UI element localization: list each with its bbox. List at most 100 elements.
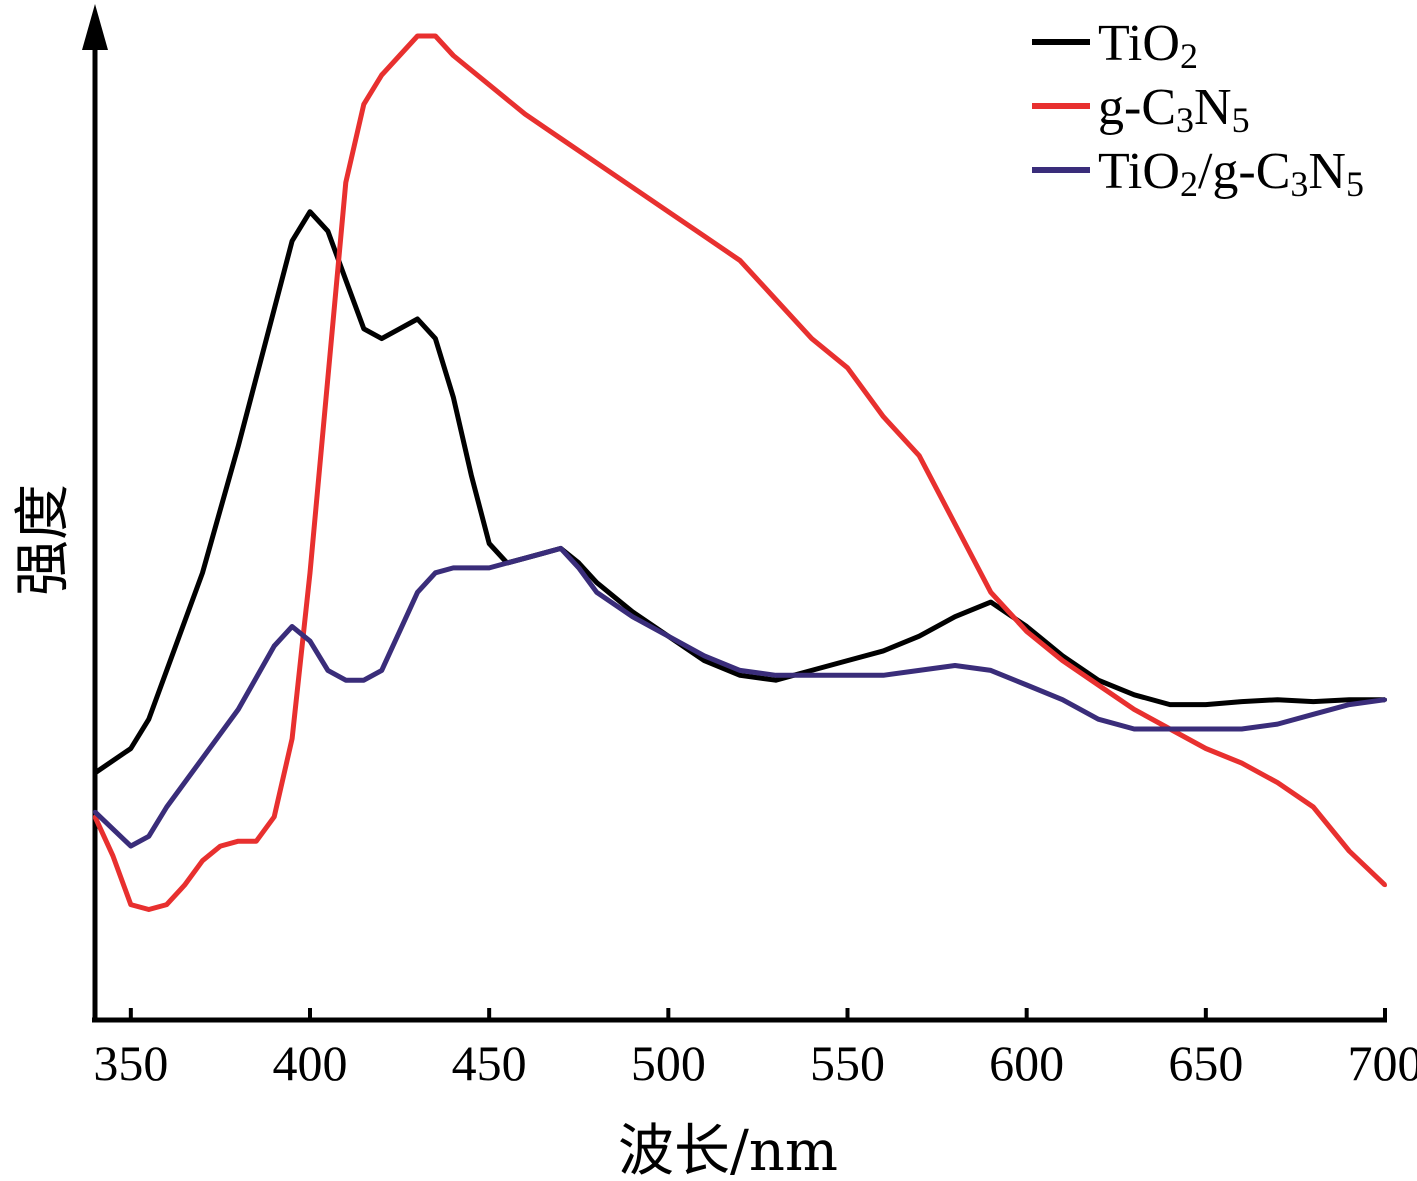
x-tick-label: 500 [631, 1035, 706, 1091]
data-point [953, 522, 957, 526]
data-point [1275, 722, 1280, 727]
data-point [1168, 727, 1172, 731]
data-point [1311, 699, 1316, 704]
data-point [1347, 697, 1352, 702]
axes [82, 4, 1387, 1023]
data-point [218, 844, 223, 849]
data-point [1096, 717, 1101, 722]
data-point [540, 551, 545, 556]
data-point [1383, 883, 1387, 888]
data-point [1275, 697, 1280, 702]
x-tick-label: 400 [273, 1035, 348, 1091]
data-point [361, 678, 366, 683]
data-point [576, 565, 581, 570]
data-point [1347, 849, 1352, 853]
data-point [845, 658, 850, 663]
data-point [1203, 727, 1208, 731]
data-point [415, 317, 420, 321]
data-point [953, 663, 957, 668]
data-point [702, 234, 707, 239]
x-tick-label: 650 [1168, 1035, 1243, 1091]
x-tick-label: 600 [989, 1035, 1064, 1091]
legend-entry: g-C3N5 [1032, 79, 1250, 140]
data-point [164, 902, 169, 907]
data-point [630, 185, 635, 190]
data-point [308, 570, 312, 575]
data-point [558, 136, 563, 141]
data-point [433, 336, 438, 341]
x-tick-label: 700 [1348, 1035, 1417, 1091]
data-point [1060, 697, 1065, 702]
data-point [325, 229, 330, 234]
series-line [93, 545, 1386, 849]
data-point [290, 624, 295, 629]
data-point [881, 648, 886, 653]
data-point [523, 556, 527, 561]
x-tick-label: 550 [810, 1035, 885, 1091]
data-point [917, 453, 922, 458]
data-point [164, 805, 169, 809]
data-point [881, 673, 886, 678]
data-point [1275, 780, 1280, 785]
data-point [451, 565, 456, 570]
data-point [845, 365, 850, 370]
data-point [361, 326, 366, 331]
data-point [487, 82, 492, 87]
data-point [1132, 707, 1137, 712]
data-point [773, 297, 778, 302]
data-point [1203, 702, 1208, 707]
series-layer [92, 33, 1387, 912]
data-point [1239, 699, 1244, 704]
y-axis-arrow [82, 4, 108, 50]
data-point [1168, 702, 1172, 707]
data-point [290, 239, 295, 243]
data-point [236, 839, 241, 844]
data-point [630, 614, 635, 619]
data-point [379, 73, 384, 77]
data-point [666, 209, 671, 214]
data-point [523, 112, 527, 117]
data-point [1096, 678, 1101, 683]
data-point [236, 707, 241, 712]
data-point [325, 668, 330, 673]
data-point [505, 561, 510, 565]
data-point [988, 590, 993, 595]
data-point [809, 336, 814, 341]
x-ticks: 350 400 450 500 550 600 650 700 [93, 1008, 1417, 1091]
data-point [361, 102, 366, 107]
data-point [379, 668, 384, 673]
data-point [254, 839, 259, 844]
data-point [702, 653, 707, 658]
data-point [290, 736, 295, 741]
data-point [1024, 683, 1029, 687]
data-point [917, 634, 922, 639]
data-point [415, 590, 420, 595]
data-point [93, 809, 97, 814]
data-point [164, 668, 169, 673]
data-point [1311, 712, 1316, 717]
data-point [1132, 692, 1137, 697]
data-point [343, 278, 348, 282]
data-point [594, 590, 599, 595]
data-point [988, 668, 993, 673]
data-point [881, 414, 886, 419]
x-tick-label: 450 [452, 1035, 527, 1091]
data-point [738, 258, 742, 263]
data-point [308, 639, 312, 644]
data-point [128, 844, 133, 849]
legend-label: TiO2 [1098, 15, 1198, 76]
data-point [200, 756, 205, 761]
data-point [433, 34, 438, 38]
legend-entry: TiO2/g-C3N5 [1032, 143, 1364, 204]
data-point [128, 902, 133, 907]
data-point [738, 673, 742, 678]
data-point [343, 678, 348, 683]
data-point [397, 53, 402, 58]
data-point [469, 473, 474, 478]
data-point [809, 668, 814, 673]
data-point [451, 395, 456, 400]
data-point [308, 209, 312, 214]
data-point [1239, 761, 1244, 766]
